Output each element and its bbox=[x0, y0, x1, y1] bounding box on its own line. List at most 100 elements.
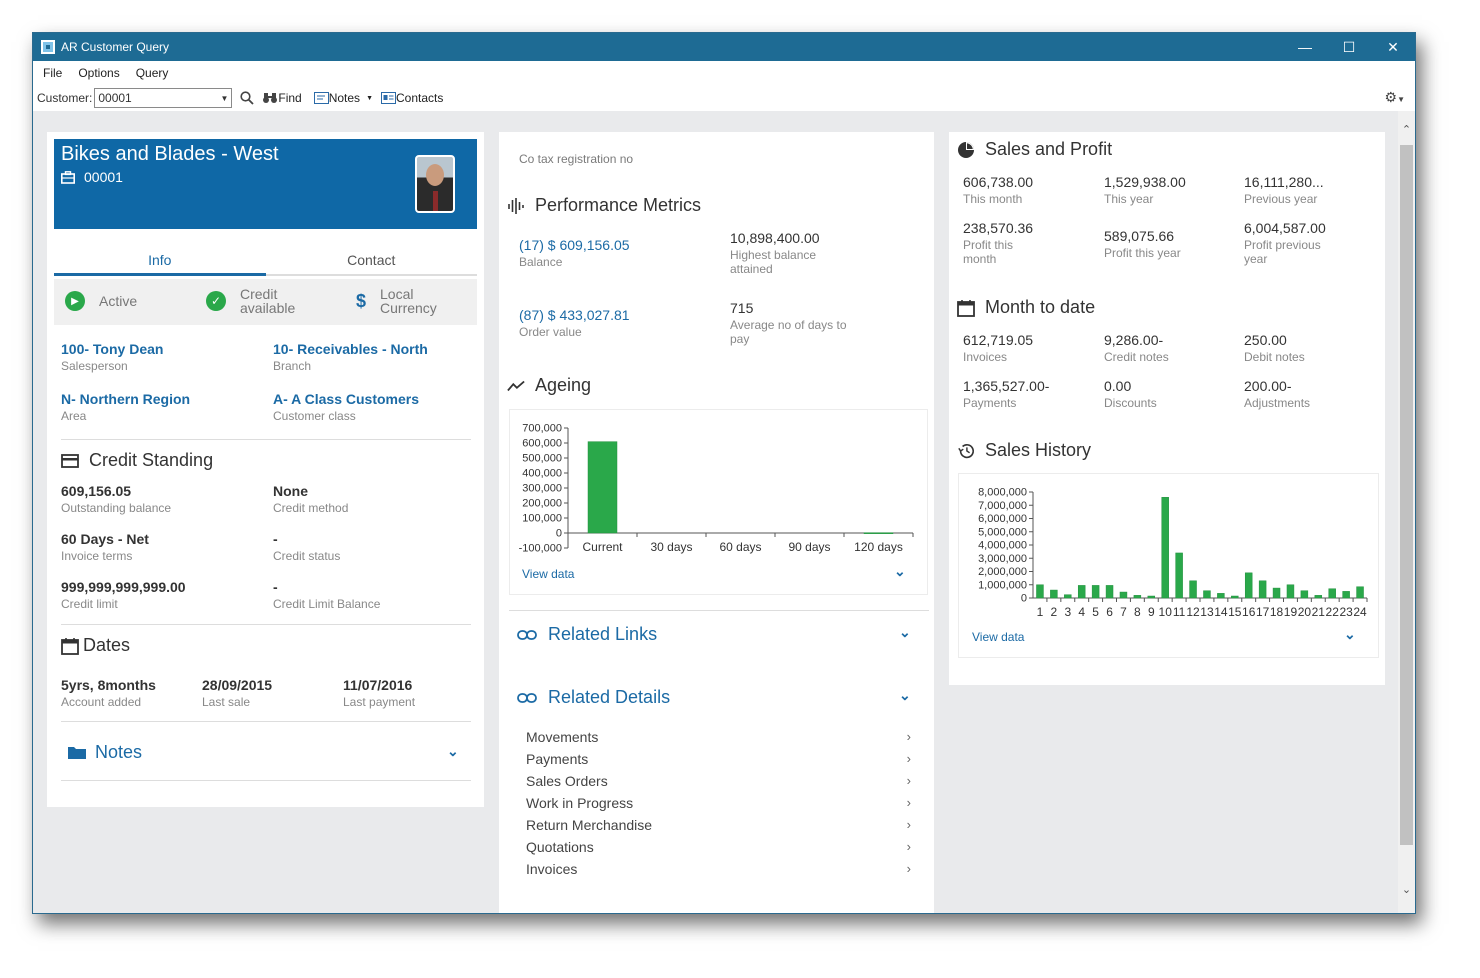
related-item-sales-orders[interactable]: Sales Orders › bbox=[526, 773, 911, 789]
mtd-invoices: 612,719.05 Invoices bbox=[963, 332, 1033, 364]
contacts-button[interactable]: Contacts bbox=[381, 91, 443, 105]
ageing-chart-box: 700,000 600,000 500,000 400,000 300,000 200,0… bbox=[509, 409, 928, 595]
find-button[interactable]: Find bbox=[262, 91, 302, 105]
related-item-quotations[interactable]: Quotations › bbox=[526, 839, 911, 855]
chevron-down-icon[interactable]: ⌄ bbox=[1344, 626, 1356, 642]
notes-button[interactable]: Notes ▼ bbox=[313, 91, 373, 105]
tab-contact[interactable]: Contact bbox=[265, 246, 477, 276]
credit-status-field: - Credit status bbox=[273, 531, 340, 563]
customer-label: Customer: bbox=[37, 91, 93, 105]
x-tick-label: 3 bbox=[1064, 605, 1071, 619]
app-icon bbox=[41, 40, 55, 54]
branch-link[interactable]: 10- Receivables - North bbox=[273, 341, 428, 357]
menu-options[interactable]: Options bbox=[78, 66, 120, 80]
related-item-label: Quotations bbox=[526, 839, 594, 855]
performance-metrics-label: Performance Metrics bbox=[535, 195, 702, 215]
customer-input[interactable]: 00001 ▼ bbox=[94, 88, 233, 108]
notes-icon bbox=[313, 92, 329, 104]
related-item-label: Movements bbox=[526, 729, 599, 745]
related-item-movements[interactable]: Movements › bbox=[526, 729, 911, 745]
bar bbox=[1119, 591, 1128, 599]
close-button[interactable]: ✕ bbox=[1387, 38, 1399, 55]
chevron-down-icon[interactable]: ▼ bbox=[366, 94, 373, 102]
sp-label-2: year bbox=[1244, 252, 1268, 266]
tax-registration-label: Co tax registration no bbox=[519, 152, 634, 166]
x-tick-label: 19 bbox=[1284, 605, 1298, 619]
chevron-down-icon[interactable]: ⌄ bbox=[447, 743, 459, 759]
settings-icon[interactable]: ⚙▼ bbox=[1384, 89, 1405, 105]
credit-limit-balance-value: - bbox=[273, 579, 278, 595]
salesperson-link[interactable]: 100- Tony Dean bbox=[61, 341, 164, 357]
notes-section-toggle[interactable]: Notes bbox=[67, 742, 142, 763]
related-links-toggle[interactable]: Related Links bbox=[517, 624, 657, 645]
related-item-label: Invoices bbox=[526, 861, 578, 877]
y-tick-label: 4,000,000 bbox=[978, 540, 1027, 552]
chevron-down-icon[interactable]: ⌄ bbox=[899, 624, 911, 640]
credit-limit-balance-field: - Credit Limit Balance bbox=[273, 579, 380, 611]
bar bbox=[1356, 586, 1364, 599]
credit-standing-label: Credit Standing bbox=[89, 450, 214, 470]
menu-query[interactable]: Query bbox=[135, 66, 169, 80]
tab-info[interactable]: Info bbox=[54, 246, 266, 276]
maximize-button[interactable]: ☐ bbox=[1342, 38, 1356, 55]
history-icon bbox=[957, 442, 975, 460]
briefcase-icon bbox=[61, 170, 75, 184]
trend-line-icon bbox=[507, 377, 525, 395]
search-button[interactable] bbox=[240, 91, 254, 105]
last-payment-value: 11/07/2016 bbox=[343, 677, 413, 693]
minimize-button[interactable]: — bbox=[1298, 39, 1312, 55]
order-value-link[interactable]: (87) $ 433,027.81 bbox=[519, 307, 630, 323]
outstanding-label: Outstanding balance bbox=[61, 501, 172, 515]
last-payment-label: Last payment bbox=[343, 695, 416, 709]
scrollbar-thumb[interactable] bbox=[1400, 145, 1413, 845]
contacts-label: Contacts bbox=[396, 91, 444, 105]
month-to-date-label: Month to date bbox=[985, 297, 1096, 317]
menu-file[interactable]: File bbox=[43, 66, 63, 80]
bar bbox=[1091, 585, 1100, 599]
x-tick-label: 30 days bbox=[650, 540, 692, 554]
x-tick-label: 7 bbox=[1120, 605, 1127, 619]
related-item-return-merchandise[interactable]: Return Merchandise › bbox=[526, 817, 911, 833]
scroll-down-icon[interactable]: ⌄ bbox=[1401, 884, 1412, 896]
y-tick-label: 300,000 bbox=[522, 483, 562, 495]
chevron-down-icon[interactable]: ⌄ bbox=[899, 687, 911, 703]
customer-avatar bbox=[415, 155, 455, 213]
y-tick-label: 700,000 bbox=[522, 423, 562, 435]
mtd-value: 612,719.05 bbox=[963, 332, 1034, 348]
vertical-scrollbar[interactable]: ⌃ ⌄ bbox=[1398, 111, 1415, 913]
related-item-invoices[interactable]: Invoices › bbox=[526, 861, 911, 877]
customer-input-value: 00001 bbox=[98, 91, 132, 105]
y-tick-label: 1,000,000 bbox=[978, 579, 1027, 591]
ageing-view-data-link[interactable]: View data bbox=[522, 567, 575, 581]
balance-link[interactable]: (17) $ 609,156.05 bbox=[519, 237, 630, 253]
ageing-chart: 700,000 600,000 500,000 400,000 300,000 200,0… bbox=[519, 423, 914, 555]
window-title: AR Customer Query bbox=[61, 40, 170, 54]
x-tick-label: 90 days bbox=[788, 540, 830, 554]
month-to-date-title: Month to date bbox=[957, 297, 1095, 318]
y-tick-label: 0 bbox=[1021, 593, 1027, 605]
scroll-up-icon[interactable]: ⌃ bbox=[1401, 124, 1412, 136]
related-details-toggle[interactable]: Related Details bbox=[517, 687, 670, 708]
sp-previous-year: 16,111,280... Previous year bbox=[1244, 174, 1324, 206]
last-payment-field: 11/07/2016 Last payment bbox=[343, 677, 415, 709]
y-tick-label: 200,000 bbox=[522, 498, 562, 510]
account-added-value: 5yrs, 8months bbox=[61, 677, 156, 693]
area-link[interactable]: N- Northern Region bbox=[61, 391, 191, 407]
order-value-field: (87) $ 433,027.81 Order value bbox=[519, 307, 630, 339]
chevron-down-icon[interactable]: ▼ bbox=[220, 93, 229, 103]
highest-balance-label-1: Highest balance bbox=[730, 248, 817, 262]
history-view-data-link[interactable]: View data bbox=[972, 630, 1025, 644]
customer-class-link[interactable]: A- A Class Customers bbox=[273, 391, 420, 407]
credit-limit-value: 999,999,999,999.00 bbox=[61, 579, 186, 595]
chevron-down-icon[interactable]: ⌄ bbox=[894, 563, 906, 579]
related-item-payments[interactable]: Payments › bbox=[526, 751, 911, 767]
last-sale-field: 28/09/2015 Last sale bbox=[202, 677, 272, 709]
x-tick-label: 10 bbox=[1159, 605, 1173, 619]
mtd-payments: 1,365,527.00- Payments bbox=[963, 378, 1049, 410]
bar bbox=[1272, 587, 1281, 599]
y-tick-label: 0 bbox=[556, 528, 562, 540]
sp-label: Profit previous bbox=[1244, 238, 1321, 252]
sales-profit-label: Sales and Profit bbox=[985, 139, 1113, 159]
related-item-work-in-progress[interactable]: Work in Progress › bbox=[526, 795, 911, 811]
